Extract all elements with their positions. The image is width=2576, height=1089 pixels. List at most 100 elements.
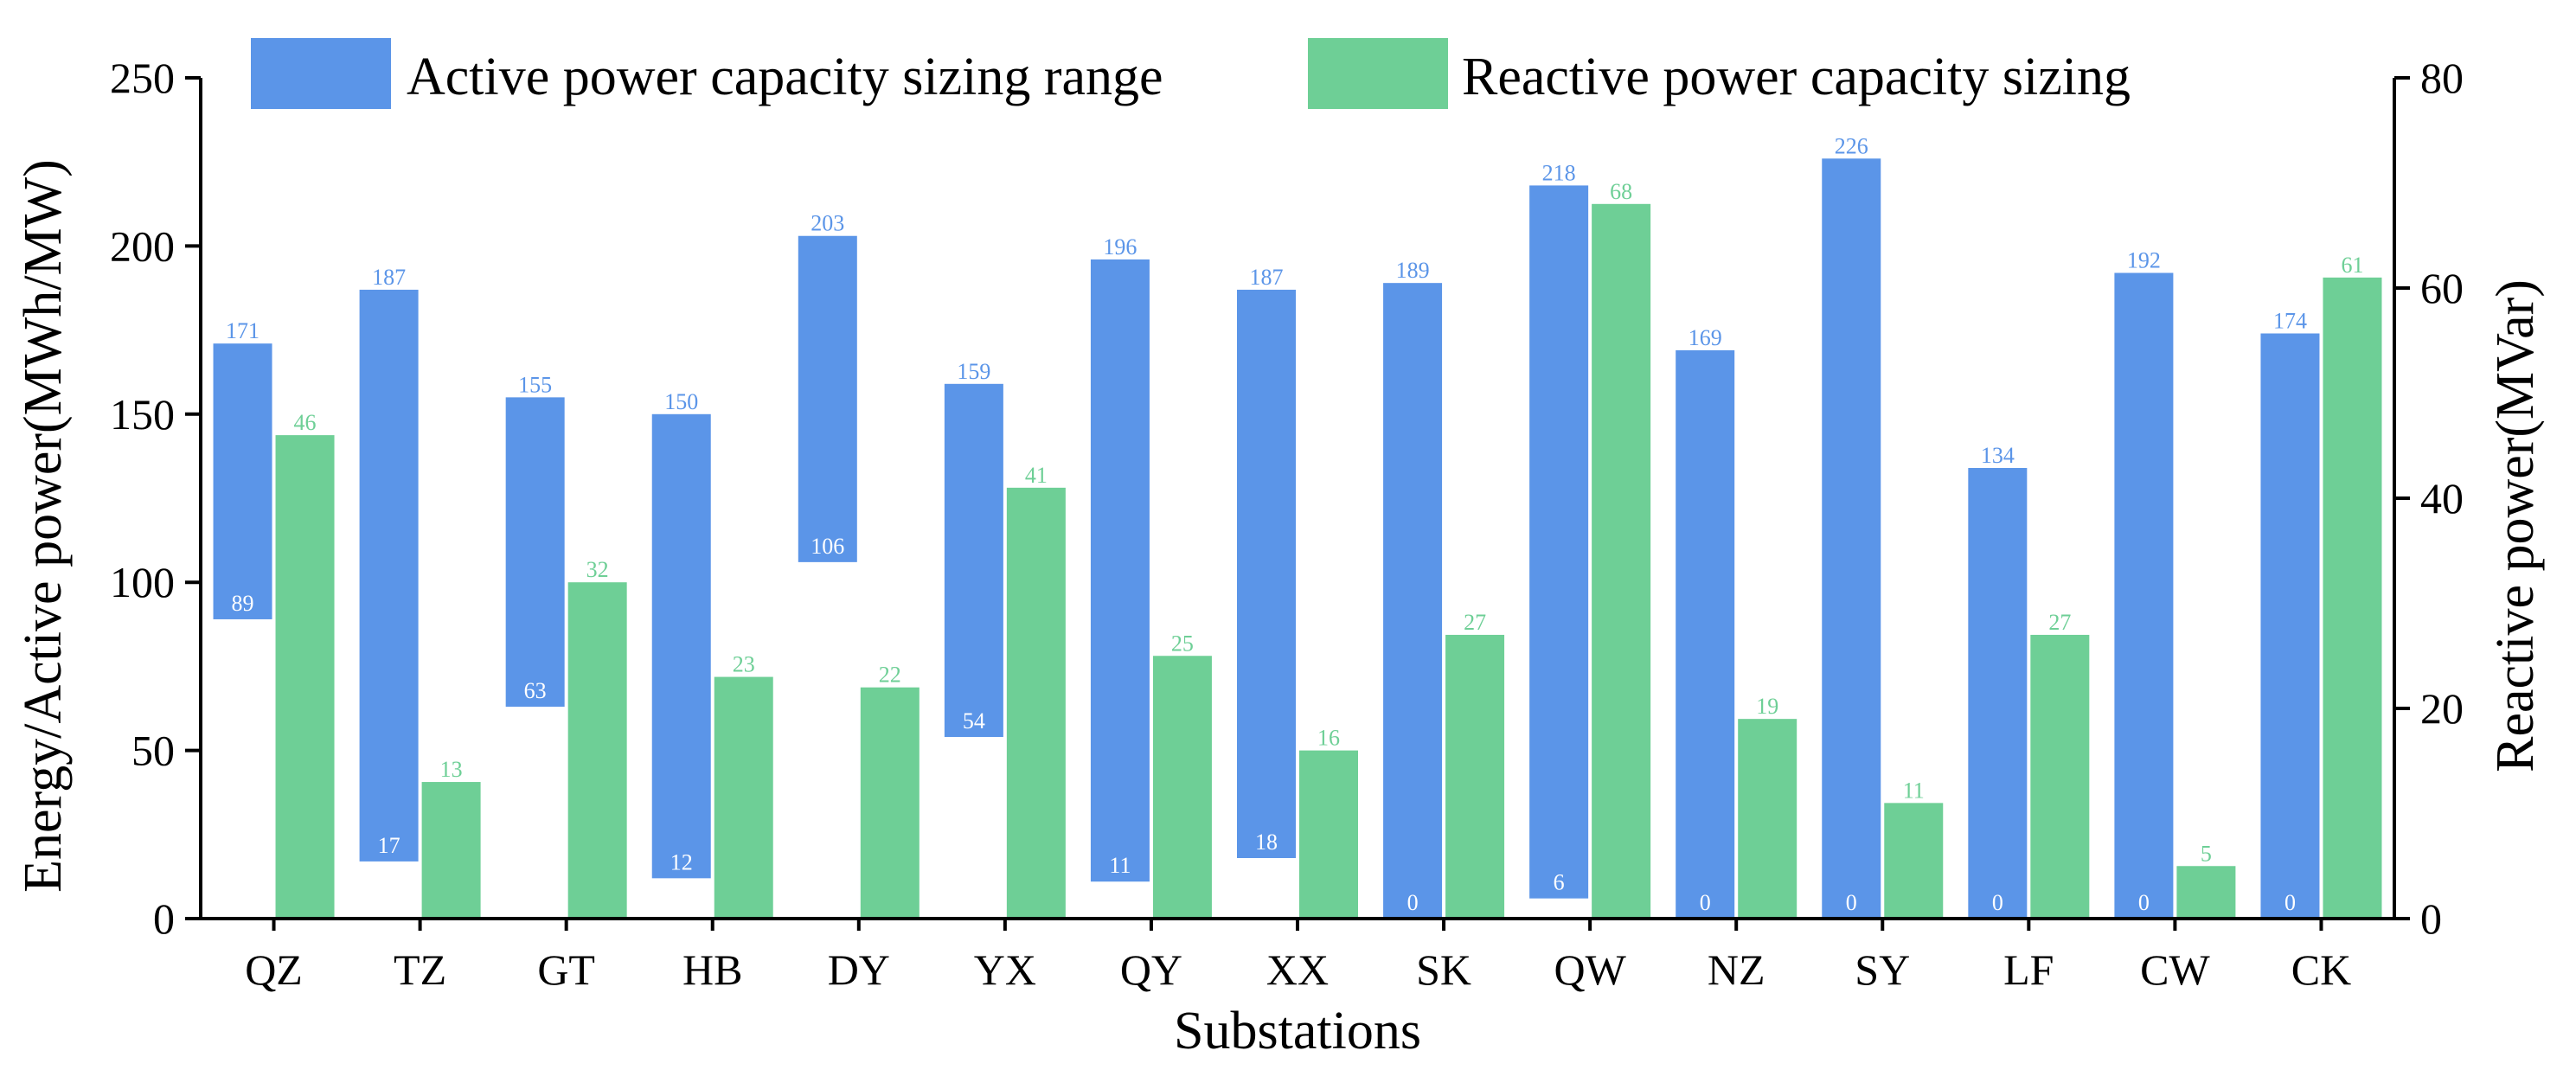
active-high-label-cw: 192: [2127, 248, 2161, 273]
active-range-bar-ck: [2260, 333, 2320, 919]
active-high-label-qz: 171: [226, 318, 260, 343]
active-low-label-gt: 63: [524, 678, 547, 703]
active-range-bar-lf: [1968, 468, 2028, 919]
reactive-value-label-xx: 16: [1317, 726, 1340, 751]
y-right-tick-label-40: 40: [2420, 474, 2464, 522]
reactive-bar-qz: [275, 435, 335, 919]
legend-label-reactive: Reactive power capacity sizing: [1462, 48, 2131, 106]
x-axis-title: Substations: [1174, 1002, 1421, 1060]
reactive-bar-yx: [1006, 487, 1066, 919]
reactive-value-label-nz: 19: [1756, 694, 1778, 719]
x-tick-label-qw: QW: [1554, 945, 1626, 994]
x-tick-label-hb: HB: [682, 945, 742, 994]
y-left-tick-label-50: 50: [131, 727, 175, 775]
active-range-bar-xx: [1237, 289, 1296, 859]
active-high-label-sy: 226: [1835, 133, 1868, 158]
labels-layer: 171 89 46 187 17 13 155 63 32 150 12 23 203 106 22 159 5…: [226, 133, 2363, 915]
active-low-label-ck: 0: [2284, 890, 2296, 915]
active-range-bar-tz: [359, 289, 419, 862]
reactive-value-label-qy: 25: [1171, 631, 1194, 656]
reactive-value-label-dy: 22: [879, 663, 901, 688]
x-tick-label-dy: DY: [828, 945, 890, 994]
active-low-label-qy: 11: [1109, 853, 1131, 878]
reactive-value-label-tz: 13: [440, 757, 463, 782]
reactive-bar-qw: [1592, 203, 1651, 919]
reactive-value-label-sy: 11: [1903, 778, 1925, 803]
y-left-tick-label-0: 0: [153, 894, 175, 943]
active-high-label-qw: 218: [1542, 160, 1576, 185]
legend-swatch-active: [251, 38, 391, 109]
reactive-value-label-hb: 23: [733, 652, 755, 677]
bars-layer: [213, 158, 2382, 919]
active-high-label-tz: 187: [372, 265, 406, 290]
legend-swatch-reactive: [1308, 38, 1448, 109]
active-high-label-dy: 203: [811, 211, 844, 236]
active-low-label-tz: 17: [378, 833, 400, 858]
reactive-value-label-sk: 27: [1464, 610, 1486, 635]
active-range-bar-qy: [1090, 259, 1150, 882]
y-left-tick-label-150: 150: [110, 390, 175, 439]
reactive-bar-qy: [1152, 656, 1212, 919]
active-high-label-gt: 155: [518, 372, 552, 397]
active-high-label-ck: 174: [2273, 308, 2307, 333]
active-low-label-dy: 106: [811, 534, 844, 559]
legend-label-active: Active power capacity sizing range: [407, 48, 1163, 106]
reactive-bar-dy: [860, 687, 920, 919]
reactive-value-label-gt: 32: [586, 557, 609, 582]
reactive-bar-lf: [2030, 634, 2090, 919]
active-high-label-sk: 189: [1396, 258, 1430, 283]
y-right-tick-label-60: 60: [2420, 264, 2464, 312]
y-left-tick-label-200: 200: [110, 221, 175, 270]
x-tick-label-qz: QZ: [245, 945, 303, 994]
active-low-label-hb: 12: [670, 849, 693, 874]
active-high-label-hb: 150: [664, 389, 698, 414]
reactive-value-label-lf: 27: [2048, 610, 2071, 635]
x-tick-label-ck: CK: [2291, 945, 2351, 994]
x-tick-label-tz: TZ: [394, 945, 446, 994]
active-low-label-lf: 0: [1992, 890, 2003, 915]
active-low-label-qw: 6: [1554, 870, 1565, 895]
reactive-bar-sy: [1884, 803, 1944, 919]
active-high-label-lf: 134: [1981, 443, 2015, 468]
active-range-bar-hb: [651, 413, 711, 879]
reactive-bar-sk: [1445, 634, 1505, 919]
active-high-label-yx: 159: [957, 359, 990, 384]
y-axis-left-title: Energy/Active power(MWh/MW): [14, 159, 73, 893]
active-low-label-yx: 54: [963, 708, 985, 733]
active-high-label-qy: 196: [1103, 234, 1137, 259]
y-right-tick-label-20: 20: [2420, 684, 2464, 733]
active-range-bar-cw: [2114, 272, 2174, 919]
reactive-value-label-yx: 41: [1025, 463, 1048, 488]
active-range-bar-qw: [1529, 185, 1589, 899]
active-high-label-xx: 187: [1250, 265, 1284, 290]
reactive-value-label-ck: 61: [2341, 253, 2363, 278]
x-tick-label-qy: QY: [1120, 945, 1182, 994]
x-tick-label-nz: NZ: [1708, 945, 1765, 994]
active-low-label-sk: 0: [1407, 890, 1419, 915]
active-range-bar-dy: [798, 235, 857, 562]
reactive-bar-gt: [567, 582, 627, 919]
x-tick-label-yx: YX: [974, 945, 1036, 994]
active-low-label-xx: 18: [1255, 830, 1278, 855]
active-range-bar-gt: [505, 397, 565, 708]
axes-layer: QZ TZ GT HB DY YX QY XX SK QW NZ SY LF CW CK0501001502…: [110, 54, 2464, 994]
active-range-bar-sk: [1383, 283, 1443, 919]
x-tick-label-sk: SK: [1416, 945, 1471, 994]
reactive-bar-xx: [1299, 750, 1358, 919]
active-low-label-cw: 0: [2138, 890, 2150, 915]
active-range-bar-sy: [1822, 158, 1881, 919]
reactive-bar-nz: [1738, 719, 1797, 919]
reactive-bar-tz: [421, 782, 481, 919]
y-left-tick-label-250: 250: [110, 54, 175, 102]
reactive-value-label-qw: 68: [1610, 179, 1632, 204]
x-tick-label-cw: CW: [2140, 945, 2210, 994]
legend: Active power capacity sizing range React…: [251, 38, 2131, 109]
active-range-bar-nz: [1676, 349, 1735, 919]
x-tick-label-gt: GT: [537, 945, 595, 994]
reactive-value-label-cw: 5: [2201, 841, 2212, 866]
y-axis-right-title: Reactive power(MVar): [2486, 279, 2545, 772]
active-low-label-sy: 0: [1846, 890, 1857, 915]
active-high-label-nz: 169: [1688, 325, 1722, 350]
